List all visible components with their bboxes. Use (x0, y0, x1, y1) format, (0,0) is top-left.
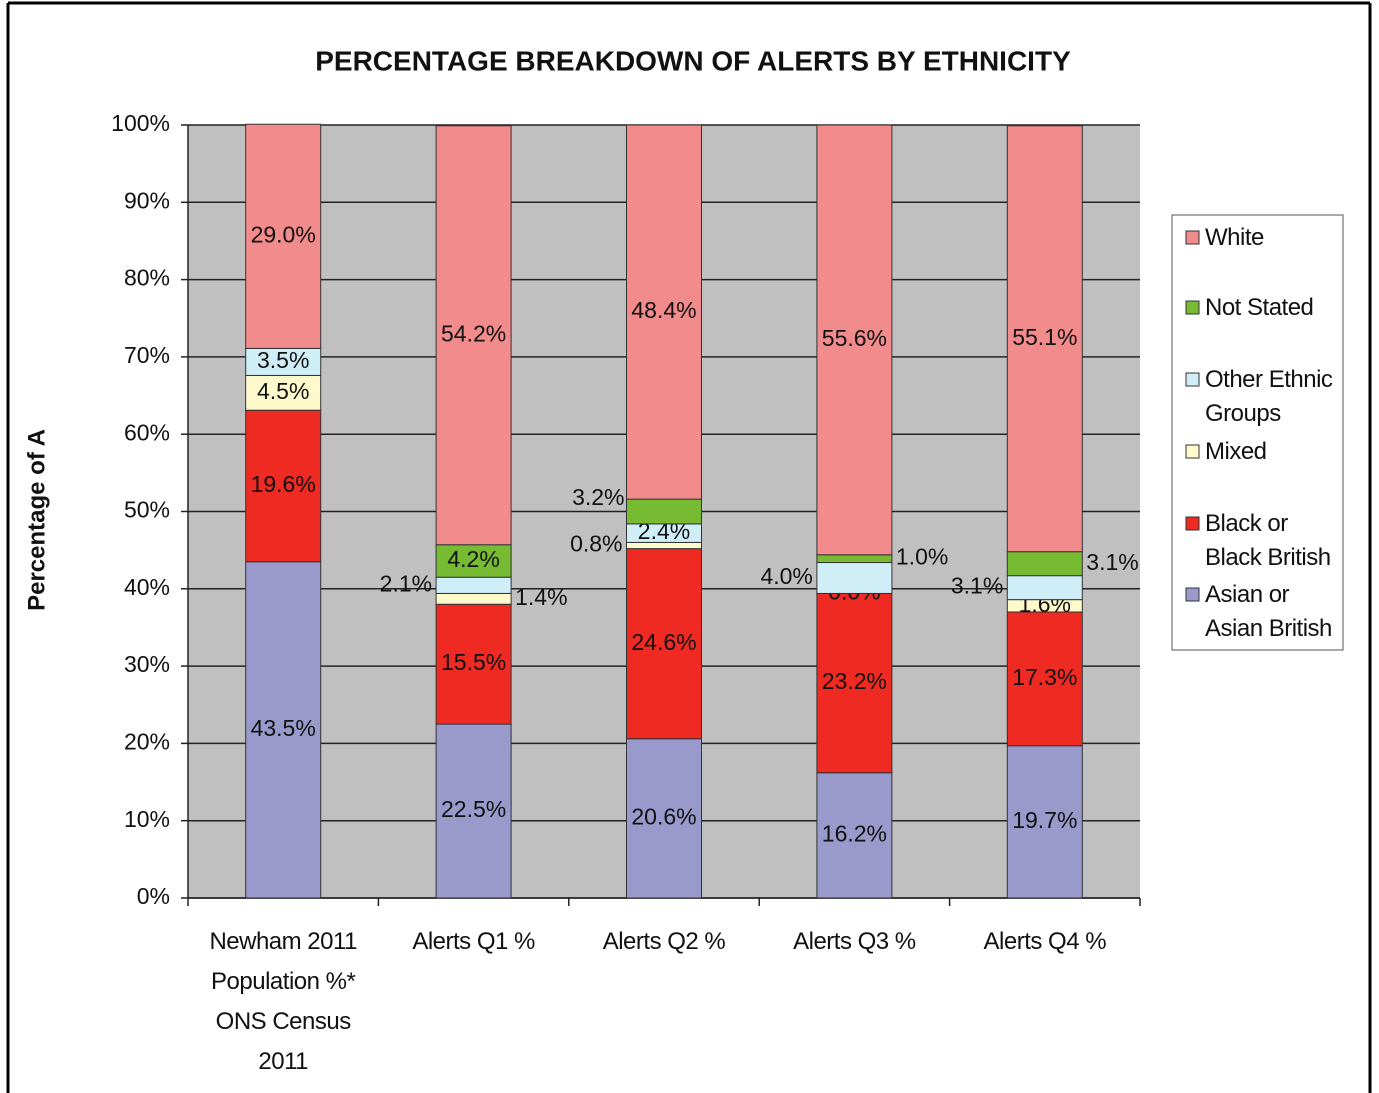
legend-swatch (1185, 300, 1200, 315)
y-tick-label: 90% (124, 187, 170, 213)
bar-segment (245, 409, 322, 563)
y-tick-label: 40% (124, 574, 170, 600)
bar-segment (245, 561, 322, 899)
data-label: 1.0% (896, 544, 948, 570)
legend-label: Other Ethnic Groups (1205, 366, 1333, 427)
legend-label: Asian or Asian British (1205, 581, 1332, 642)
bar-segment (435, 592, 512, 605)
bar-segment (626, 548, 702, 740)
y-tick-label: 20% (124, 728, 170, 754)
bar-segment (1006, 745, 1083, 899)
data-label: 4.5% (257, 378, 309, 404)
y-tick-label: 50% (124, 497, 170, 523)
data-label: 55.1% (1012, 324, 1077, 350)
y-tick-label: 10% (124, 806, 170, 832)
bar-segment (816, 592, 893, 774)
data-label: 3.2% (572, 484, 624, 510)
y-axis-label: Percentage of A (23, 429, 50, 611)
data-label: 3.1% (951, 573, 1003, 599)
legend-swatch (1185, 372, 1200, 387)
x-tick-label: Alerts Q3 % (793, 928, 916, 955)
data-label: 17.3% (1012, 664, 1077, 690)
bar-segment (435, 125, 512, 546)
bar-segment (626, 124, 702, 500)
legend-swatch (1185, 516, 1200, 531)
data-label: 1.4% (515, 584, 567, 610)
bar-segment (245, 123, 322, 349)
bar-segment (245, 374, 322, 411)
x-tick-label: Alerts Q2 % (602, 928, 726, 955)
legend-label: Not Stated (1205, 294, 1314, 321)
data-label: 24.6% (631, 629, 696, 655)
bar-segment (435, 603, 512, 725)
bar-segment (435, 723, 512, 899)
y-tick-label: 30% (124, 651, 170, 677)
legend-label: Mixed (1205, 438, 1267, 465)
x-tick-label: Alerts Q4 % (983, 928, 1107, 955)
bar-segment (816, 772, 893, 899)
x-tick-label: Newham 2011 Population %* ONS Census 201… (209, 928, 357, 1075)
y-tick-label: 80% (124, 265, 170, 291)
legend (1171, 214, 1344, 651)
bar-segment (1006, 575, 1083, 601)
data-label: 15.5% (441, 649, 506, 675)
data-label: 2.1% (380, 570, 432, 596)
bar-segment (245, 347, 322, 376)
data-label: 22.5% (441, 796, 506, 822)
bar-segment (626, 498, 702, 525)
data-label: 29.0% (251, 221, 316, 247)
data-label: 54.2% (441, 320, 506, 346)
data-label: 4.0% (760, 563, 812, 589)
data-label: 48.4% (631, 297, 696, 323)
y-tick-label: 70% (124, 342, 170, 368)
legend-label: Black or Black British (1205, 510, 1331, 571)
data-label: 3.5% (257, 347, 309, 373)
legend-swatch (1185, 444, 1200, 459)
y-tick-label: 60% (124, 419, 170, 445)
legend-swatch (1185, 230, 1200, 245)
bar-segment (816, 562, 893, 594)
data-label: 16.2% (822, 820, 887, 846)
bar-segment (1006, 125, 1083, 553)
data-label: 43.5% (251, 715, 316, 741)
bar-segment (1006, 551, 1083, 577)
y-tick-label: 100% (111, 110, 170, 136)
legend-label: White (1205, 224, 1264, 251)
chart-title: PERCENTAGE BREAKDOWN OF ALERTS BY ETHNIC… (315, 45, 1071, 76)
legend-swatch (1185, 587, 1200, 602)
x-tick-label: Alerts Q1 % (412, 928, 535, 955)
data-label: 19.6% (251, 471, 316, 497)
data-label: 55.6% (822, 325, 887, 351)
data-label: 0.8% (570, 531, 622, 557)
bar-segment (435, 544, 512, 578)
data-label: 23.2% (822, 668, 887, 694)
bar-segment (816, 124, 893, 556)
bar-segment (435, 576, 512, 594)
data-label: 4.2% (447, 546, 499, 572)
data-label: 20.6% (631, 803, 696, 829)
data-label: 3.1% (1086, 549, 1138, 575)
y-tick-label: 0% (137, 883, 170, 909)
bar-segment (816, 554, 893, 564)
data-label: 19.7% (1012, 807, 1077, 833)
